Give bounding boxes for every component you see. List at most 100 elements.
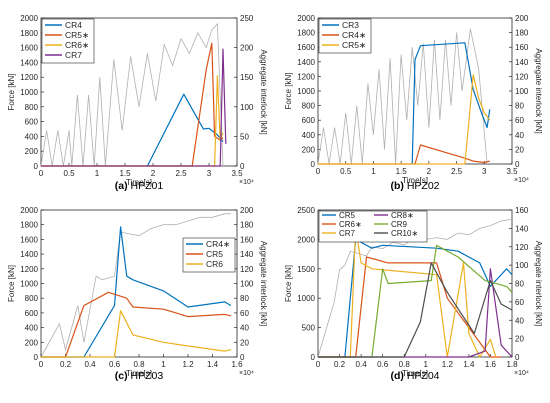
legend-label: CR6 — [206, 259, 223, 269]
panel-caption: (a) HPZ01 — [115, 180, 164, 192]
x-tick-label: 0.8 — [399, 360, 411, 369]
y-right-tick-label: 60 — [515, 298, 524, 307]
y-right-tick-label: 250 — [240, 14, 254, 23]
y-right-tick-label: 50 — [240, 132, 249, 141]
y-right-axis-label: Aggregate interlock [kN] — [534, 241, 543, 326]
y-right-tick-label: 0 — [240, 162, 245, 171]
legend-label: CR4∗ — [206, 239, 230, 249]
x-tick-label: 1 — [95, 169, 100, 178]
legend-label: CR4∗ — [342, 30, 366, 40]
y-right-tick-label: 20 — [515, 335, 524, 344]
y-left-tick-label: 2000 — [20, 206, 38, 215]
legend-label: CR3 — [342, 20, 359, 30]
y-left-tick-label: 1800 — [297, 29, 315, 38]
series-line-cr8 — [318, 268, 513, 358]
x-tick-label: 0.6 — [109, 360, 121, 369]
y-left-tick-label: 2000 — [20, 14, 38, 23]
series-line-cr5 — [41, 291, 232, 358]
x-axis-label: Time[s] — [126, 178, 152, 187]
y-right-tick-label: 180 — [515, 29, 529, 38]
y-right-tick-label: 40 — [240, 324, 249, 333]
legend-label: CR10∗ — [391, 229, 418, 238]
panel-caption-letter: (d) — [390, 370, 406, 382]
x-tick-label: 1 — [371, 167, 376, 176]
x-tick-label: 0.5 — [63, 169, 75, 178]
y-left-tick-label: 500 — [302, 324, 316, 333]
y-left-tick-label: 1400 — [20, 58, 38, 67]
panel-caption-name: HPZ02 — [407, 180, 440, 192]
panel-caption-letter: (a) — [115, 180, 131, 192]
x-tick-label: 1.4 — [207, 360, 219, 369]
x-tick-label: 0.2 — [334, 360, 346, 369]
x-tick-label: 1.5 — [119, 169, 131, 178]
y-left-tick-label: 1200 — [297, 72, 315, 81]
y-left-axis-label: Force [kN] — [7, 265, 16, 302]
legend-box — [318, 210, 428, 243]
y-right-tick-label: 60 — [240, 309, 249, 318]
y-right-tick-label: 40 — [515, 131, 524, 140]
x-tick-label: 1 — [424, 360, 429, 369]
y-right-tick-label: 160 — [515, 206, 529, 215]
y-left-tick-label: 600 — [25, 309, 39, 318]
y-left-tick-label: 1400 — [297, 58, 315, 67]
x-axis-label: Time[s] — [126, 369, 152, 378]
y-right-tick-label: 0 — [515, 160, 520, 169]
x-tick-label: 0.6 — [377, 360, 389, 369]
legend-label: CR5∗ — [65, 30, 89, 40]
x-tick-label: 2.5 — [451, 167, 463, 176]
aggregate-interlock-line — [317, 28, 488, 165]
y-right-tick-label: 80 — [515, 280, 524, 289]
y-left-tick-label: 1800 — [20, 29, 38, 38]
y-left-tick-label: 1000 — [20, 88, 38, 97]
panel-caption: (d) HPZ04 — [390, 370, 439, 382]
y-left-tick-label: 0 — [34, 353, 39, 362]
y-right-tick-label: 120 — [240, 265, 254, 274]
series-line-cr9 — [318, 244, 513, 358]
aggregate-interlock-line — [40, 22, 224, 167]
x-tick-label: 1.6 — [231, 360, 243, 369]
y-left-tick-label: 800 — [25, 103, 39, 112]
x-tick-label: 1.5 — [396, 167, 408, 176]
y-right-tick-label: 100 — [515, 261, 529, 270]
y-left-axis-label: Force [kN] — [7, 74, 16, 111]
y-left-tick-label: 1400 — [20, 250, 38, 259]
legend-label: CR5 — [339, 211, 356, 220]
x-tick-label: 3 — [207, 169, 212, 178]
y-left-tick-label: 0 — [34, 162, 39, 171]
legend-label: CR4 — [65, 20, 82, 30]
y-left-tick-label: 200 — [25, 147, 39, 156]
series-line-cr7 — [41, 48, 227, 167]
x-tick-label: 0.2 — [60, 360, 72, 369]
y-right-tick-label: 180 — [240, 221, 254, 230]
y-left-tick-label: 1800 — [20, 221, 38, 230]
series-line-cr4 — [41, 226, 232, 358]
y-right-tick-label: 100 — [240, 280, 254, 289]
y-right-tick-label: 150 — [240, 73, 254, 82]
legend-label: CR5 — [206, 249, 223, 259]
legend-label: CR7 — [65, 50, 82, 60]
y-right-tick-label: 200 — [515, 14, 529, 23]
x-multiplier: ×10⁴ — [514, 177, 529, 184]
panel-caption: (b) HPZ02 — [390, 180, 439, 192]
y-right-tick-label: 60 — [515, 116, 524, 125]
y-left-tick-label: 400 — [25, 132, 39, 141]
y-left-tick-label: 2000 — [297, 235, 315, 244]
panel-b: 0 0.5 1 1.5 2 2.5 3 3.5020040060080010001200140… — [284, 14, 543, 192]
legend-label: CR6∗ — [339, 220, 362, 229]
y-right-tick-label: 120 — [515, 72, 529, 81]
panel-a: 0 0.5 1 1.5 2 2.5 3 3.5020040060080010001200140… — [7, 14, 268, 192]
panel-caption: (c) HPZ03 — [115, 370, 164, 382]
x-tick-label: 0 — [39, 360, 44, 369]
panel-caption-letter: (c) — [115, 370, 131, 382]
series-line-cr7 — [318, 227, 497, 358]
y-left-tick-label: 1600 — [20, 44, 38, 53]
x-tick-label: 0 — [316, 167, 321, 176]
y-left-tick-label: 1600 — [20, 235, 38, 244]
y-left-tick-label: 1000 — [20, 280, 38, 289]
x-tick-label: 1.6 — [485, 360, 497, 369]
y-left-tick-label: 1200 — [20, 73, 38, 82]
y-left-tick-label: 600 — [25, 118, 39, 127]
y-right-tick-label: 80 — [240, 294, 249, 303]
x-axis-label: Time[s] — [402, 369, 428, 378]
